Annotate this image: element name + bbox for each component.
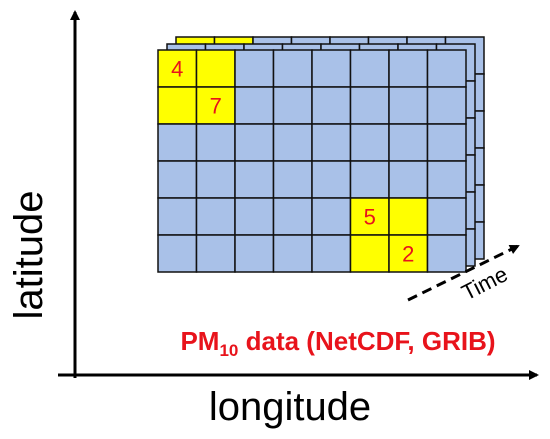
grid-cell <box>426 123 467 162</box>
grid-stack: 4 7 5 2 <box>157 36 485 273</box>
time-arrow <box>407 244 520 302</box>
grid-cell <box>157 197 198 236</box>
grid-cell <box>234 160 275 199</box>
grid-cell <box>349 234 390 273</box>
grid-cell <box>311 234 352 273</box>
grid-cell <box>157 86 198 125</box>
grid-cell <box>349 86 390 125</box>
cell-label: 2 <box>402 242 414 267</box>
grid-cell <box>426 197 467 236</box>
cell-label: 4 <box>171 57 183 82</box>
grid-cell <box>426 160 467 199</box>
grid-cell <box>195 197 236 236</box>
grid-cell <box>349 123 390 162</box>
grid-cell <box>234 123 275 162</box>
grid-cell <box>349 160 390 199</box>
grid-cell <box>272 197 313 236</box>
grid-cell <box>234 86 275 125</box>
grid-cell <box>311 49 352 88</box>
grid-cell <box>195 160 236 199</box>
grid-cell <box>157 123 198 162</box>
grid-cell <box>388 86 429 125</box>
grid-cell <box>272 86 313 125</box>
cell-label: 7 <box>210 94 222 119</box>
grid-cell <box>388 49 429 88</box>
grid-cell <box>272 160 313 199</box>
grid-cell <box>272 49 313 88</box>
caption-prefix: PM <box>180 326 219 356</box>
grid-cell <box>157 160 198 199</box>
grid-cell <box>195 86 236 125</box>
grid-cell <box>388 123 429 162</box>
grid-cell <box>272 234 313 273</box>
x-axis-label: longitude <box>209 385 371 429</box>
grid-cell <box>234 234 275 273</box>
grid-cell <box>195 123 236 162</box>
grid-cell <box>195 49 236 88</box>
grid-cell <box>311 86 352 125</box>
grid-cell <box>157 234 198 273</box>
grid-cell <box>349 197 390 236</box>
caption-suffix: data (NetCDF, GRIB) <box>238 326 495 356</box>
grid-cell <box>349 49 390 88</box>
grid-cell <box>426 86 467 125</box>
grid-cell <box>272 123 313 162</box>
caption-subscript: 10 <box>219 341 238 360</box>
y-axis-label: latitude <box>7 191 51 320</box>
grid-cell <box>388 197 429 236</box>
grid-cell <box>234 49 275 88</box>
grid-cell <box>426 234 467 273</box>
cell-label: 5 <box>364 205 376 230</box>
grid-cell <box>195 234 236 273</box>
grid-cell <box>234 197 275 236</box>
grid-cell <box>311 197 352 236</box>
grid-cell <box>311 160 352 199</box>
caption: PM10 data (NetCDF, GRIB) <box>180 326 495 360</box>
grid-layer <box>157 49 467 273</box>
grid-cell <box>311 123 352 162</box>
grid-cell <box>388 160 429 199</box>
grid-cell <box>157 49 198 88</box>
grid-cell <box>426 49 467 88</box>
